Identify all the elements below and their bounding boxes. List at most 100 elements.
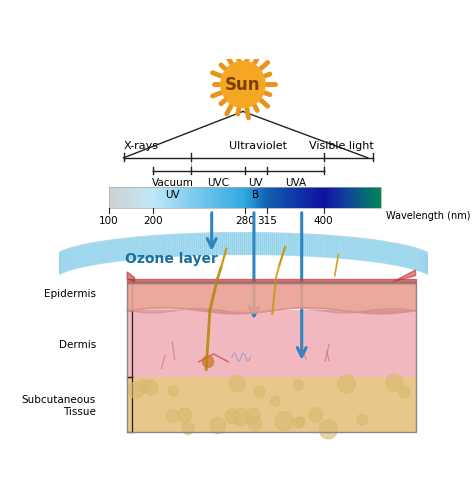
Bar bbox=[129, 187, 130, 208]
Bar bbox=[208, 187, 209, 208]
Text: UVC: UVC bbox=[207, 178, 229, 188]
Bar bbox=[116, 187, 117, 208]
Bar bbox=[363, 187, 364, 208]
Bar bbox=[318, 187, 319, 208]
Bar bbox=[322, 187, 323, 208]
Bar bbox=[164, 187, 165, 208]
Bar bbox=[277, 187, 278, 208]
Bar bbox=[298, 187, 299, 208]
Circle shape bbox=[143, 380, 158, 395]
Bar bbox=[234, 187, 235, 208]
Bar bbox=[191, 187, 192, 208]
Bar bbox=[283, 187, 284, 208]
Bar bbox=[359, 187, 360, 208]
Bar bbox=[296, 187, 297, 208]
Circle shape bbox=[357, 414, 368, 425]
Bar bbox=[289, 187, 290, 208]
Bar bbox=[377, 187, 378, 208]
Bar bbox=[109, 187, 110, 208]
Bar bbox=[127, 284, 416, 432]
Text: 100: 100 bbox=[99, 215, 118, 225]
Bar bbox=[339, 187, 340, 208]
Bar bbox=[233, 187, 234, 208]
Bar bbox=[118, 187, 119, 208]
Circle shape bbox=[138, 380, 150, 392]
Bar bbox=[181, 187, 182, 208]
Bar bbox=[216, 187, 217, 208]
Bar bbox=[380, 187, 381, 208]
Bar bbox=[226, 187, 227, 208]
Bar bbox=[110, 187, 111, 208]
Bar bbox=[201, 187, 202, 208]
Bar bbox=[358, 187, 359, 208]
Bar bbox=[292, 187, 293, 208]
Bar bbox=[349, 187, 350, 208]
Bar bbox=[230, 187, 231, 208]
Circle shape bbox=[210, 418, 226, 434]
Text: Ozone layer: Ozone layer bbox=[125, 252, 218, 266]
Text: Ultraviolet: Ultraviolet bbox=[228, 141, 287, 151]
Circle shape bbox=[178, 408, 191, 423]
Bar bbox=[176, 187, 177, 208]
Bar bbox=[113, 187, 114, 208]
Bar bbox=[247, 187, 248, 208]
Bar bbox=[168, 187, 169, 208]
Bar bbox=[346, 187, 347, 208]
Bar bbox=[261, 187, 262, 208]
Bar bbox=[179, 187, 180, 208]
Bar bbox=[132, 187, 133, 208]
Bar bbox=[212, 187, 213, 208]
Bar bbox=[311, 187, 312, 208]
Circle shape bbox=[254, 386, 265, 397]
Bar bbox=[184, 187, 185, 208]
Bar bbox=[124, 187, 125, 208]
Bar bbox=[294, 187, 295, 208]
Bar bbox=[284, 187, 285, 208]
Bar bbox=[151, 187, 152, 208]
Bar bbox=[241, 187, 242, 208]
Text: 200: 200 bbox=[143, 215, 163, 225]
Bar bbox=[254, 187, 255, 208]
Bar bbox=[136, 187, 137, 208]
Bar bbox=[139, 187, 140, 208]
Bar bbox=[313, 187, 314, 208]
Bar bbox=[306, 187, 307, 208]
Bar bbox=[258, 187, 259, 208]
Bar bbox=[127, 311, 416, 377]
Bar bbox=[378, 187, 379, 208]
Bar bbox=[130, 187, 131, 208]
Text: UV
B: UV B bbox=[248, 178, 263, 199]
Circle shape bbox=[221, 62, 265, 108]
Bar bbox=[178, 187, 179, 208]
Bar bbox=[320, 187, 321, 208]
Bar bbox=[167, 187, 168, 208]
Bar bbox=[290, 187, 291, 208]
Bar bbox=[211, 187, 212, 208]
Bar bbox=[323, 187, 324, 208]
Circle shape bbox=[166, 410, 179, 422]
Circle shape bbox=[293, 380, 303, 390]
Polygon shape bbox=[127, 273, 135, 282]
Bar bbox=[138, 187, 139, 208]
Bar bbox=[375, 187, 376, 208]
Bar bbox=[182, 187, 183, 208]
Bar bbox=[287, 187, 288, 208]
Bar bbox=[175, 187, 176, 208]
Bar bbox=[301, 187, 302, 208]
Bar bbox=[248, 187, 249, 208]
Bar bbox=[251, 187, 252, 208]
Bar bbox=[334, 187, 335, 208]
Text: X-rays: X-rays bbox=[124, 141, 158, 151]
Bar bbox=[144, 187, 145, 208]
Bar bbox=[193, 187, 194, 208]
Bar bbox=[146, 187, 147, 208]
Bar bbox=[196, 187, 197, 208]
Bar bbox=[203, 187, 204, 208]
Bar bbox=[376, 187, 377, 208]
Bar bbox=[177, 187, 178, 208]
Bar bbox=[253, 187, 254, 208]
Bar bbox=[173, 187, 174, 208]
Circle shape bbox=[386, 374, 402, 392]
Bar bbox=[291, 187, 292, 208]
Bar bbox=[348, 187, 349, 208]
